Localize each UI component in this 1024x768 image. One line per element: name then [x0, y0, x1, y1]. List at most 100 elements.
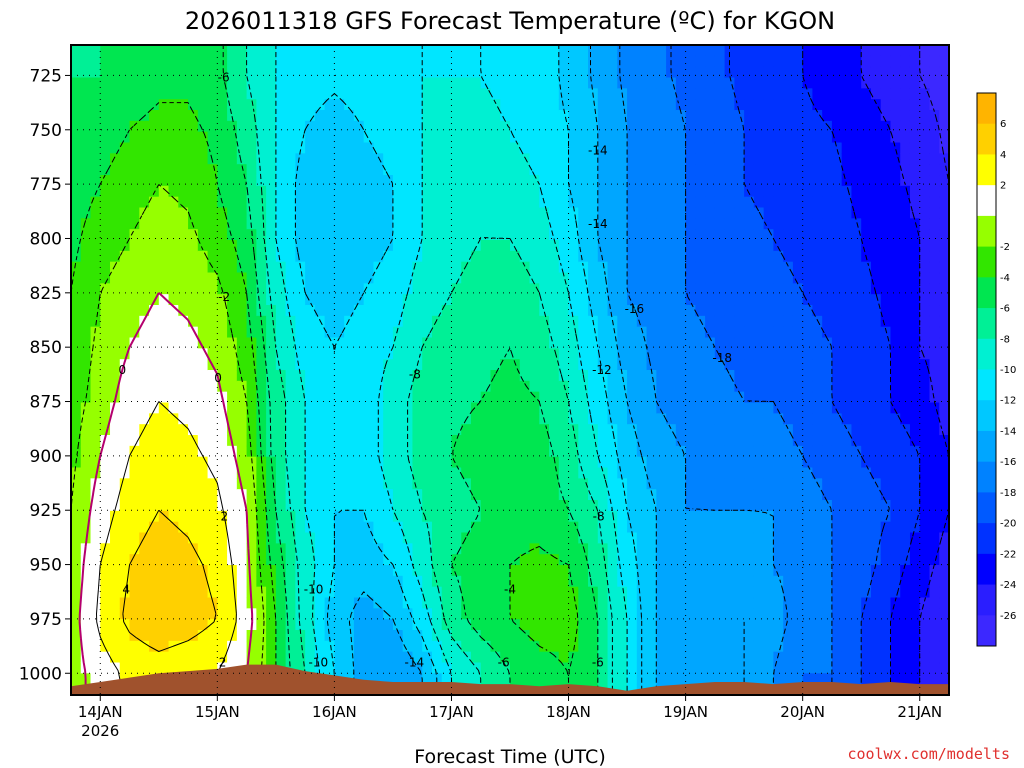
field-cell	[334, 185, 345, 198]
field-cell	[324, 380, 335, 393]
field-cell	[197, 240, 209, 252]
field-cell	[110, 229, 121, 241]
field-cell	[129, 640, 140, 653]
field-cell	[246, 142, 257, 154]
field-cell	[490, 662, 501, 674]
field-cell	[841, 131, 853, 144]
field-cell	[139, 456, 150, 469]
field-cell	[529, 229, 540, 241]
field-cell	[285, 153, 296, 165]
field-cell	[734, 164, 745, 176]
field-cell	[705, 294, 716, 306]
field-cell	[314, 402, 326, 414]
field-cell	[714, 45, 726, 57]
field-cell	[597, 456, 609, 469]
field-cell	[178, 305, 189, 317]
field-cell	[90, 283, 101, 295]
field-cell	[217, 120, 228, 133]
field-cell	[841, 207, 853, 219]
field-cell	[139, 391, 150, 404]
field-cell	[285, 185, 296, 198]
field-cell	[490, 630, 501, 642]
field-cell	[783, 305, 794, 317]
field-cell	[451, 359, 462, 371]
field-cell	[461, 640, 472, 653]
field-cell	[753, 326, 765, 339]
field-cell	[344, 370, 355, 382]
field-cell	[510, 575, 521, 588]
field-cell	[568, 261, 579, 274]
field-cell	[578, 77, 589, 89]
field-cell	[510, 99, 521, 111]
field-cell	[539, 185, 550, 198]
field-cell	[324, 435, 335, 447]
field-cell	[851, 315, 862, 328]
field-cell	[188, 55, 199, 68]
field-cell	[402, 175, 414, 187]
field-cell	[197, 66, 209, 79]
field-cell	[392, 402, 404, 414]
field-cell	[627, 88, 638, 100]
field-cell	[666, 435, 677, 447]
field-cell	[217, 131, 228, 144]
field-cell	[792, 348, 804, 360]
field-cell	[685, 586, 696, 599]
field-cell	[568, 240, 579, 252]
field-cell	[227, 359, 238, 371]
field-cell	[705, 99, 716, 111]
field-cell	[197, 88, 209, 100]
field-cell	[490, 586, 501, 599]
field-cell	[480, 380, 492, 393]
field-cell	[588, 467, 599, 479]
field-cell	[578, 510, 589, 523]
field-cell	[139, 218, 150, 230]
field-cell	[627, 597, 638, 609]
field-cell	[295, 489, 306, 501]
field-cell	[685, 424, 696, 436]
field-cell	[519, 250, 531, 263]
field-cell	[490, 554, 501, 566]
field-cell	[344, 218, 355, 230]
field-cell	[744, 207, 755, 219]
field-cell	[119, 77, 131, 89]
field-cell	[197, 402, 209, 414]
field-cell	[178, 337, 189, 349]
field-cell	[402, 651, 414, 664]
field-cell	[656, 619, 667, 631]
field-cell	[812, 380, 823, 393]
field-cell	[744, 88, 755, 100]
field-cell	[802, 283, 814, 295]
field-cell	[656, 500, 667, 512]
field-cell	[178, 662, 189, 674]
field-cell	[773, 283, 784, 295]
field-cell	[870, 500, 882, 512]
field-cell	[373, 489, 384, 501]
field-cell	[119, 66, 131, 79]
field-cell	[383, 207, 394, 219]
field-cell	[344, 185, 355, 198]
field-cell	[763, 272, 774, 284]
field-cell	[392, 565, 404, 577]
field-cell	[461, 337, 472, 349]
field-cell	[431, 608, 443, 620]
field-cell	[792, 88, 804, 100]
field-cell	[773, 651, 784, 664]
field-cell	[656, 175, 667, 187]
field-cell	[324, 261, 335, 274]
field-cell	[168, 66, 179, 79]
field-cell	[607, 250, 618, 263]
field-cell	[549, 435, 560, 447]
field-cell	[666, 456, 677, 469]
field-cell	[636, 55, 648, 68]
field-cell	[861, 164, 872, 176]
field-cell	[110, 510, 121, 523]
field-cell	[275, 45, 287, 57]
field-cell	[363, 185, 375, 198]
field-cell	[510, 521, 521, 534]
field-cell	[451, 131, 462, 144]
field-cell	[753, 164, 765, 176]
field-cell	[480, 413, 492, 425]
field-cell	[90, 413, 101, 425]
field-cell	[666, 445, 677, 458]
field-cell	[597, 586, 609, 599]
